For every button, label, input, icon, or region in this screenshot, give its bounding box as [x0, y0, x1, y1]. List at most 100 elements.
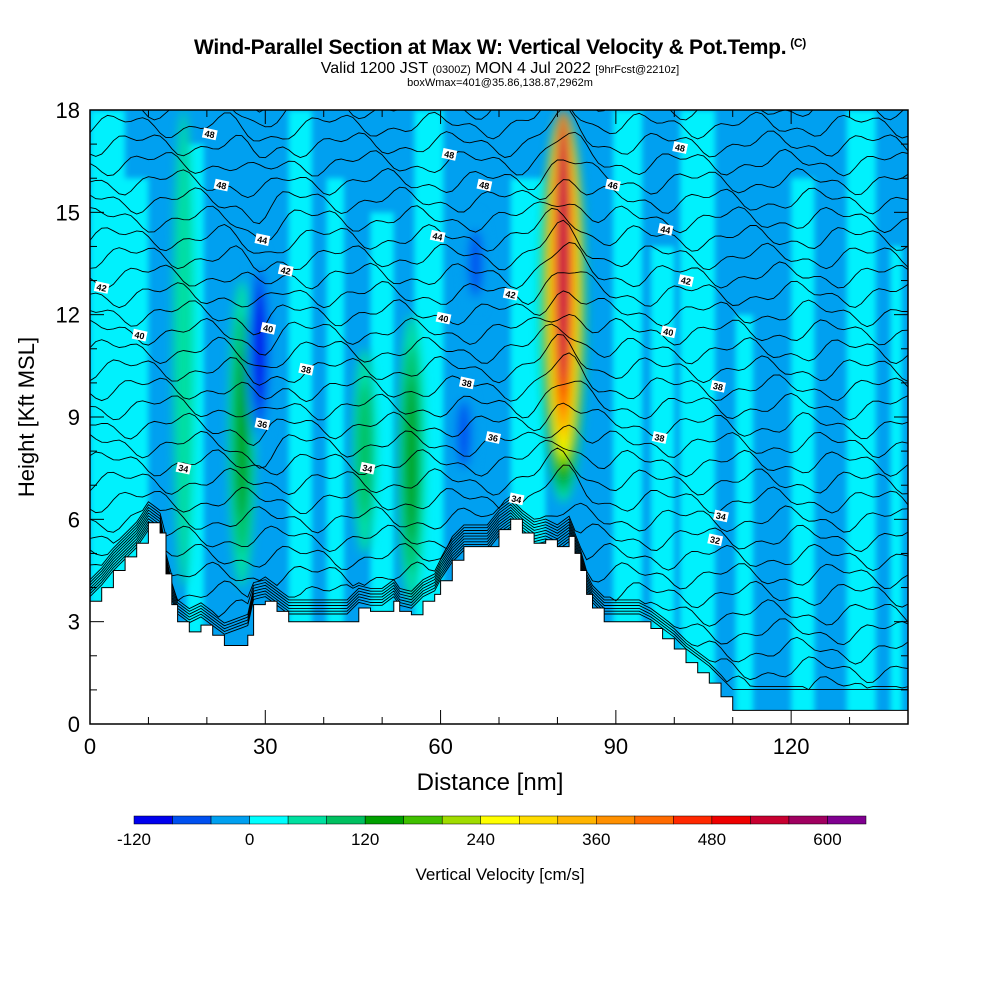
colorbar-tick-label: 480 [698, 830, 726, 849]
theta-label: 40 [662, 326, 674, 338]
colorbar-swatch [788, 815, 828, 825]
colorbar-swatch [249, 815, 289, 825]
isentrope-line [90, 242, 908, 290]
w-feature-band [173, 110, 194, 588]
isentrope-line [90, 314, 908, 356]
isentrope-line [90, 219, 908, 273]
y-tick-label: 12 [56, 303, 80, 328]
terrain [90, 518, 908, 724]
isentrope-line [90, 402, 908, 447]
theta-label-box [476, 178, 493, 192]
w-streak [791, 178, 815, 724]
isentrope-line [90, 179, 908, 225]
theta-label: 32 [709, 534, 721, 546]
theta-label: 48 [215, 180, 227, 192]
theta-label-box [710, 379, 726, 393]
theta-label-box [201, 127, 218, 141]
theta-label-box [435, 311, 452, 325]
colorbar-swatch [403, 815, 443, 825]
theta-label: 42 [505, 289, 517, 301]
theta-label-box [502, 287, 519, 301]
theta-label: 36 [487, 432, 499, 444]
colorbar-swatch [750, 815, 790, 825]
w-feature-band [253, 291, 266, 406]
valid-prefix: Valid 1200 JST [320, 60, 428, 77]
isentrope-line [90, 333, 908, 386]
theta-label: 48 [674, 142, 686, 154]
theta-label-box [359, 461, 376, 475]
theta-label-box [660, 325, 677, 339]
colorbar-swatch [210, 815, 250, 825]
w-streak [735, 314, 754, 724]
theta-label-box [254, 233, 271, 246]
w-feature-band [236, 348, 248, 520]
theta-label-box [260, 321, 277, 335]
isentrope-line [90, 271, 908, 309]
isentrope-line [90, 110, 908, 142]
colorbar-swatch [287, 815, 327, 825]
y-tick-label: 0 [68, 712, 80, 737]
colorbar-swatch [827, 815, 867, 825]
isentrope-line [90, 506, 908, 590]
x-tick-label: 30 [253, 734, 277, 759]
theta-label: 44 [256, 234, 268, 246]
theta-label: 46 [607, 180, 619, 192]
theta-label: 48 [478, 180, 490, 192]
x-tick-label: 60 [428, 734, 452, 759]
w-streak [370, 212, 394, 724]
theta-label: 34 [177, 463, 189, 475]
colorbar-swatch [364, 815, 404, 825]
x-tick-label: 0 [84, 734, 96, 759]
w-feature-band [468, 229, 483, 298]
valid-date: MON 4 Jul 2022 [475, 60, 591, 77]
isentrope-line [90, 323, 908, 368]
theta-label-box [213, 178, 230, 192]
chart-subtitle: Valid 1200 JST (0300Z) MON 4 Jul 2022 [9… [0, 60, 1000, 78]
colorbar-tick-label: 600 [813, 830, 841, 849]
isentrope-line [90, 290, 908, 336]
theta-label: 34 [510, 493, 522, 505]
y-tick-label: 15 [56, 200, 80, 225]
theta-label: 34 [715, 510, 727, 522]
theta-label: 44 [659, 224, 671, 236]
isentrope-line [90, 201, 908, 243]
colorbar-swatch [711, 815, 751, 825]
valid-zulu: (0300Z) [432, 64, 471, 76]
isentrope-line [90, 501, 908, 552]
y-axis-label: Height [Kft MSL] [14, 337, 39, 497]
theta-label-box [175, 461, 192, 475]
theta-label: 44 [432, 231, 444, 243]
y-tick-label: 3 [68, 610, 80, 635]
theta-label-box [441, 147, 458, 161]
y-tick-label: 6 [68, 507, 80, 532]
theta-label-box [707, 533, 724, 547]
x-axis-label: Distance [nm] [417, 769, 564, 796]
theta-label: 40 [262, 323, 274, 335]
w-feature-band [560, 110, 566, 381]
w-feature-band [405, 379, 417, 541]
w-feature-band [456, 399, 471, 469]
isentrope-line [90, 207, 908, 254]
x-tick-label: 120 [773, 734, 810, 759]
colorbar-tick-label: 240 [467, 830, 495, 849]
w-feature-band [357, 382, 372, 520]
theta-label: 42 [96, 282, 108, 294]
w-streak [846, 110, 876, 724]
isentrope-line [90, 110, 908, 159]
colorbar-tick-label: 0 [245, 830, 254, 849]
colorbar-tick-label: 360 [582, 830, 610, 849]
theta-label-box [485, 431, 502, 444]
isentrope-line [90, 515, 908, 646]
colorbar-swatch [480, 815, 520, 825]
colorbar-swatch [172, 815, 212, 825]
theta-label: 48 [443, 149, 455, 161]
isentropes [90, 110, 908, 691]
theta-label-box [458, 376, 475, 390]
chart-title: Wind-Parallel Section at Max W: Vertical… [0, 36, 1000, 60]
y-tick-label: 18 [56, 98, 80, 123]
theta-label: 38 [300, 364, 312, 376]
isentrope-line [90, 498, 908, 534]
isentrope-line [90, 509, 908, 609]
colorbar-swatch [441, 815, 481, 825]
